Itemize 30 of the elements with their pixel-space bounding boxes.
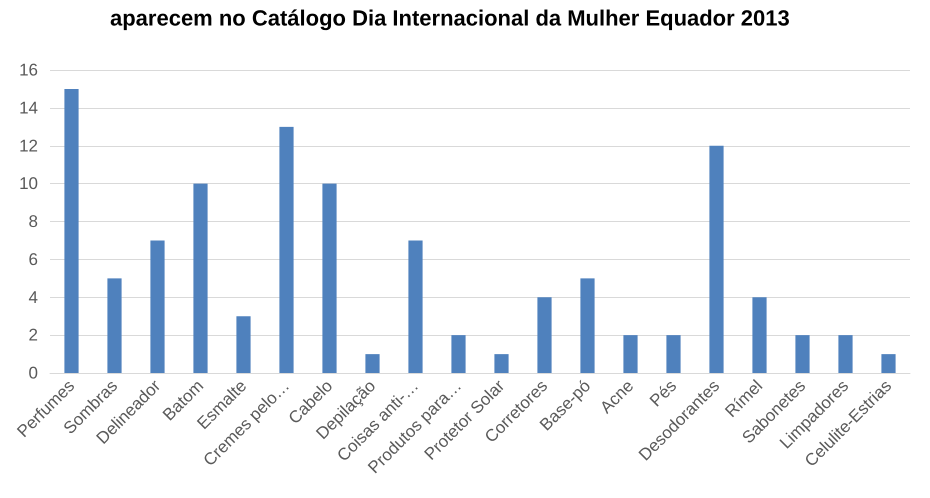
y-tick-label: 16: [19, 60, 38, 80]
bar: [709, 146, 724, 373]
bar: [838, 335, 853, 373]
bar: [193, 184, 208, 373]
y-tick-label: 12: [19, 136, 38, 156]
bar: [623, 335, 638, 373]
bar: [795, 335, 810, 373]
bar: [150, 240, 165, 373]
y-tick-label: 6: [28, 250, 38, 269]
y-tick-label: 0: [28, 364, 38, 382]
bar: [666, 335, 681, 373]
bar: [236, 316, 251, 373]
bar: [580, 278, 595, 373]
chart-title: aparecem no Catálogo Dia Internacional da Mulher Equador 2013: [110, 6, 790, 30]
bar: [881, 354, 896, 373]
y-tick-label: 8: [28, 212, 38, 231]
y-tick-label: 2: [28, 326, 38, 345]
bar: [537, 297, 552, 373]
bar: [322, 184, 337, 373]
bar: [408, 240, 423, 373]
y-tick-label: 4: [28, 288, 38, 307]
bar: [279, 126, 294, 373]
bar: [107, 278, 122, 373]
y-tick-label: 14: [19, 98, 38, 118]
bar: [451, 335, 466, 373]
bar: [64, 88, 79, 373]
bar: [752, 297, 767, 373]
y-tick-label: 10: [19, 174, 38, 194]
bar: [494, 354, 509, 373]
bar: [365, 354, 380, 373]
